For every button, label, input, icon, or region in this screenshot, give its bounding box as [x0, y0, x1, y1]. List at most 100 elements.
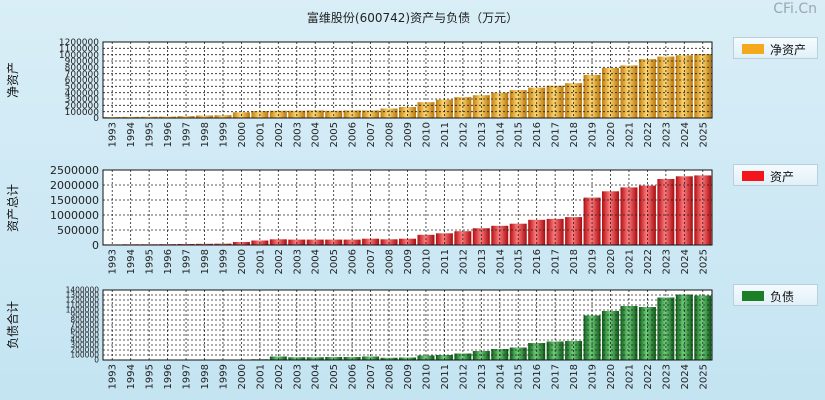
- x-tick-label: 2006: [348, 122, 359, 147]
- bar-2011: [435, 355, 453, 360]
- x-tick-label: 2019: [588, 122, 599, 147]
- x-tick-label: 1998: [200, 249, 211, 274]
- y-tick-label: 600000: [65, 76, 100, 86]
- bar-2020: [602, 67, 619, 118]
- x-tick-label: 2012: [458, 122, 469, 147]
- y-tick-label: 400000: [65, 89, 100, 99]
- y-tick-label: 900000: [65, 57, 100, 67]
- x-tick-label: 2002: [274, 364, 285, 389]
- x-tick-label: 1995: [145, 249, 156, 274]
- x-tick-label: 2024: [680, 249, 691, 274]
- y-tick-label: 400000: [70, 336, 99, 345]
- x-tick-label: 1995: [145, 122, 156, 147]
- y-tick-label: 300000: [65, 95, 100, 105]
- x-tick-label: 2022: [643, 122, 654, 147]
- x-tick-label: 2010: [421, 249, 432, 274]
- x-tick-label: 2020: [606, 122, 617, 147]
- x-tick-label: 2003: [292, 122, 303, 147]
- x-tick-label: 1993: [108, 364, 119, 389]
- bar-2017: [546, 85, 564, 118]
- x-tick-label: 2024: [680, 122, 691, 147]
- bar-2010: [417, 355, 435, 360]
- y-tick-label: 500000: [65, 82, 100, 92]
- y-tick-label: 1000000: [50, 209, 99, 222]
- x-tick-label: 2004: [311, 249, 322, 274]
- watermark-logo: CFi.Cn: [773, 1, 817, 17]
- y-tick-label: 900000: [70, 311, 99, 320]
- x-tick-label: 1999: [218, 249, 229, 274]
- bar-1998: [196, 243, 213, 245]
- y-tick-label: 500000: [70, 331, 99, 340]
- y-tick-label: 500000: [57, 224, 99, 237]
- y-tick-label: 0: [92, 239, 99, 252]
- x-tick-label: 2000: [237, 364, 248, 389]
- x-tick-label: 2024: [680, 364, 691, 389]
- legend-liabilities: 负债: [733, 284, 818, 306]
- x-tick-label: 2017: [551, 122, 562, 147]
- x-tick-label: 2018: [569, 122, 580, 147]
- x-tick-label: 1993: [108, 249, 119, 274]
- x-tick-label: 2015: [514, 249, 525, 274]
- bar-1995: [140, 116, 158, 118]
- x-tick-label: 1996: [163, 122, 174, 147]
- x-tick-label: 2019: [588, 249, 599, 274]
- x-tick-label: 2010: [421, 122, 432, 147]
- x-tick-label: 1994: [126, 122, 137, 147]
- x-tick-label: 2009: [403, 249, 414, 274]
- bar-1994: [122, 116, 140, 118]
- x-tick-label: 2023: [661, 249, 672, 274]
- x-tick-label: 2013: [477, 249, 488, 274]
- x-tick-label: 1996: [163, 364, 174, 389]
- y-axis-label: 净资产: [6, 62, 20, 98]
- x-tick-label: 1994: [126, 249, 137, 274]
- x-tick-label: 2016: [532, 122, 543, 147]
- y-tick-label: 0: [94, 356, 99, 365]
- y-tick-label: 800000: [65, 63, 100, 73]
- bar-2023: [657, 297, 675, 360]
- x-tick-label: 2010: [421, 364, 432, 389]
- legend-label-net-assets: 净资产: [770, 43, 807, 57]
- panel-2: 0100000200000300000400000500000600000700…: [5, 286, 713, 389]
- plot-frame: [102, 41, 713, 119]
- x-tick-label: 2008: [385, 122, 396, 147]
- bar-1999: [214, 243, 232, 245]
- x-tick-label: 2018: [569, 364, 580, 389]
- x-tick-label: 1998: [200, 122, 211, 147]
- y-tick-label: 2500000: [50, 164, 99, 177]
- bar-1998: [196, 115, 213, 118]
- x-tick-label: 1999: [218, 122, 229, 147]
- x-tick-label: 2000: [237, 249, 248, 274]
- y-axis-label: 负债合计: [5, 301, 20, 349]
- y-tick-label: 800000: [70, 316, 99, 325]
- y-tick-label: 1100000: [66, 301, 100, 310]
- x-tick-label: 1997: [182, 122, 193, 147]
- x-tick-label: 2013: [477, 364, 488, 389]
- x-tick-label: 2022: [643, 364, 654, 389]
- legend-swatch-total-assets: [742, 171, 764, 181]
- x-tick-label: 2017: [551, 249, 562, 274]
- y-tick-label: 100000: [65, 108, 100, 118]
- x-tick-label: 2023: [661, 364, 672, 389]
- y-axis-label: 资产总计: [6, 184, 20, 232]
- x-tick-label: 2000: [237, 122, 248, 147]
- bar-2012: [454, 353, 472, 360]
- bar-2011: [435, 99, 453, 118]
- x-tick-label: 2005: [329, 364, 340, 389]
- y-tick-label: 1000000: [66, 306, 100, 315]
- x-tick-label: 2025: [698, 249, 709, 274]
- x-tick-label: 2016: [532, 249, 543, 274]
- bar-2019: [583, 197, 601, 245]
- x-tick-label: 1997: [182, 249, 193, 274]
- x-tick-label: 2006: [348, 364, 359, 389]
- x-tick-label: 2008: [385, 249, 396, 274]
- x-tick-label: 2012: [458, 249, 469, 274]
- x-tick-label: 2003: [292, 249, 303, 274]
- x-tick-label: 1996: [163, 249, 174, 274]
- y-tick-label: 200000: [65, 101, 100, 111]
- bar-2015: [509, 90, 527, 118]
- x-tick-label: 2019: [588, 364, 599, 389]
- x-tick-label: 1998: [200, 364, 211, 389]
- x-tick-label: 2007: [366, 364, 377, 389]
- panel-1: 0 500000 1000000 1500000 2000000 2500000 1993 1…: [6, 164, 713, 274]
